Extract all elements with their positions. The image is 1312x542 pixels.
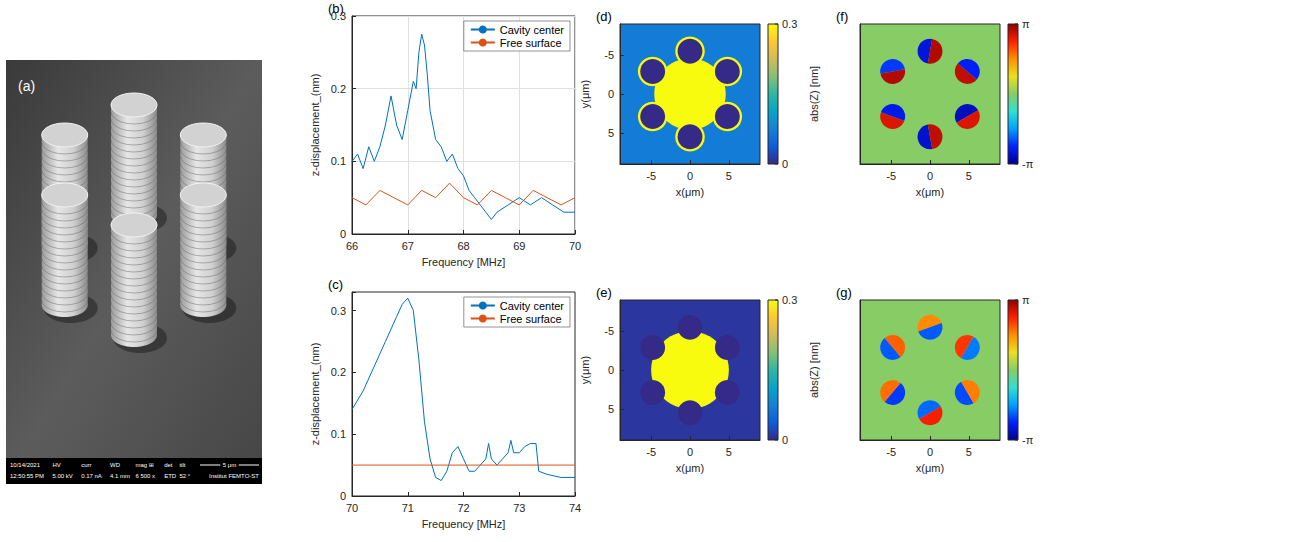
svg-text:y(μm): y(μm) <box>579 356 591 384</box>
svg-text:0.2: 0.2 <box>331 83 346 95</box>
svg-text:0.3: 0.3 <box>782 18 797 30</box>
svg-text:67: 67 <box>402 240 414 252</box>
svg-text:0.3: 0.3 <box>782 294 797 306</box>
svg-text:0.1: 0.1 <box>331 428 346 440</box>
svg-text:Cavity center: Cavity center <box>500 300 565 312</box>
svg-text:z-displacement_(nm): z-displacement_(nm) <box>309 74 321 177</box>
svg-text:-5: -5 <box>886 170 896 182</box>
svg-text:abs(Z) [nm]: abs(Z) [nm] <box>808 66 820 122</box>
svg-text:6 500 x: 6 500 x <box>135 473 155 479</box>
svg-text:x(μm): x(μm) <box>916 462 944 474</box>
svg-text:Institut FEMTO-ST: Institut FEMTO-ST <box>209 473 259 479</box>
svg-text:(g): (g) <box>836 285 852 300</box>
svg-text:Free surface: Free surface <box>500 37 562 49</box>
svg-text:70: 70 <box>346 502 358 514</box>
svg-text:0: 0 <box>687 446 693 458</box>
svg-text:0.3: 0.3 <box>331 305 346 317</box>
svg-text:tilt: tilt <box>179 462 185 468</box>
svg-text:0: 0 <box>927 446 933 458</box>
svg-text:5: 5 <box>966 170 972 182</box>
svg-text:-5: -5 <box>604 49 614 61</box>
svg-text:5: 5 <box>726 446 732 458</box>
svg-text:72: 72 <box>457 502 469 514</box>
svg-text:12:50:55 PM: 12:50:55 PM <box>10 473 44 479</box>
svg-text:0: 0 <box>608 364 614 376</box>
svg-text:71: 71 <box>402 502 414 514</box>
svg-text:0: 0 <box>340 228 346 240</box>
svg-text:(b): (b) <box>328 1 344 16</box>
svg-text:-5: -5 <box>886 446 896 458</box>
svg-text:-5: -5 <box>646 170 656 182</box>
svg-text:70: 70 <box>569 240 581 252</box>
svg-text:68: 68 <box>457 240 469 252</box>
svg-text:74: 74 <box>569 502 581 514</box>
svg-text:0: 0 <box>687 170 693 182</box>
svg-text:0: 0 <box>782 434 788 446</box>
svg-text:0: 0 <box>927 170 933 182</box>
svg-text:0: 0 <box>608 88 614 100</box>
svg-text:0: 0 <box>782 158 788 170</box>
svg-text:5: 5 <box>966 446 972 458</box>
svg-text:69: 69 <box>513 240 525 252</box>
svg-text:4.1 mm: 4.1 mm <box>110 473 130 479</box>
svg-text:10/14/2021: 10/14/2021 <box>10 462 41 468</box>
svg-text:y(μm): y(μm) <box>579 80 591 108</box>
svg-text:(e): (e) <box>596 285 612 300</box>
svg-text:-π: -π <box>1022 434 1034 446</box>
svg-text:mag ⊞: mag ⊞ <box>135 462 153 468</box>
svg-text:0.2: 0.2 <box>331 366 346 378</box>
svg-text:π: π <box>1022 294 1030 306</box>
svg-text:x(μm): x(μm) <box>916 186 944 198</box>
svg-text:(d): (d) <box>596 9 612 24</box>
svg-text:0.17 nA: 0.17 nA <box>81 473 102 479</box>
svg-text:curr: curr <box>81 462 91 468</box>
svg-text:HV: HV <box>52 462 60 468</box>
svg-text:abs(Z) [nm]: abs(Z) [nm] <box>808 342 820 398</box>
svg-text:(f): (f) <box>836 9 848 24</box>
svg-text:ETD: ETD <box>164 473 177 479</box>
svg-text:-5: -5 <box>646 446 656 458</box>
svg-text:π: π <box>1022 18 1030 30</box>
svg-text:x(μm): x(μm) <box>676 186 704 198</box>
svg-text:5 μm: 5 μm <box>223 462 236 468</box>
svg-text:z-displacement_(nm): z-displacement_(nm) <box>309 343 321 446</box>
svg-text:-5: -5 <box>604 325 614 337</box>
svg-text:Frequency [MHz]: Frequency [MHz] <box>422 518 506 530</box>
svg-text:0.1: 0.1 <box>331 155 346 167</box>
svg-text:x(μm): x(μm) <box>676 462 704 474</box>
svg-text:(a): (a) <box>18 78 35 94</box>
svg-text:73: 73 <box>513 502 525 514</box>
svg-text:5.00 kV: 5.00 kV <box>52 473 72 479</box>
svg-text:det: det <box>164 462 173 468</box>
svg-text:0.3: 0.3 <box>331 10 346 22</box>
svg-text:-π: -π <box>1022 158 1034 170</box>
svg-text:Frequency [MHz]: Frequency [MHz] <box>422 256 506 268</box>
svg-text:5: 5 <box>726 170 732 182</box>
svg-text:66: 66 <box>346 240 358 252</box>
svg-text:WD: WD <box>110 462 121 468</box>
svg-text:0: 0 <box>340 490 346 502</box>
svg-text:Free surface: Free surface <box>500 313 562 325</box>
svg-text:5: 5 <box>608 127 614 139</box>
svg-text:Cavity center: Cavity center <box>500 24 565 36</box>
svg-text:5: 5 <box>608 403 614 415</box>
svg-text:52 °: 52 ° <box>179 473 190 479</box>
svg-text:(c): (c) <box>328 277 343 292</box>
